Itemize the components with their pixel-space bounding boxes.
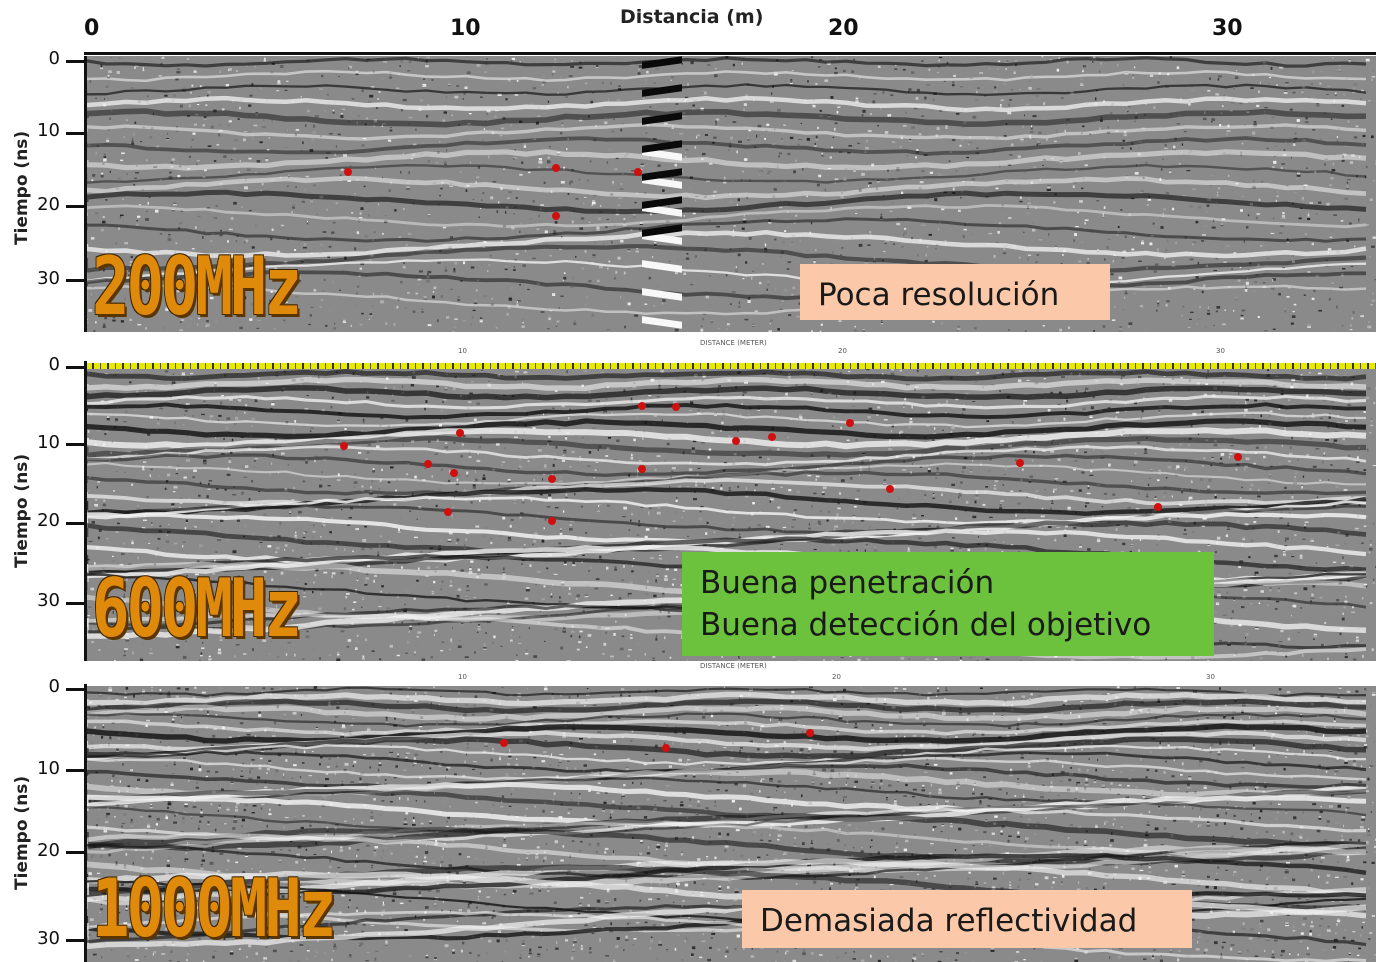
time-tick	[66, 366, 84, 369]
frequency-label-600mhz: 600MHz	[92, 562, 302, 655]
note-line: Demasiada reflectividad	[760, 903, 1138, 939]
target-marker	[662, 744, 670, 752]
target-marker	[450, 469, 458, 477]
target-marker	[768, 433, 776, 441]
sub-axis-title: DISTANCE (METER)	[700, 339, 767, 347]
sub-axis-title: DISTANCE (METER)	[700, 662, 767, 670]
time-tick	[66, 602, 84, 605]
note-poor-resolution: Poca resolución	[800, 264, 1110, 320]
sub-axis-tick: 20	[832, 673, 841, 681]
time-tick-label: 0	[48, 676, 60, 697]
target-marker	[548, 517, 556, 525]
time-axis-title: Tiempo (ns)	[12, 453, 32, 568]
target-marker	[500, 739, 508, 747]
time-axis-title: Tiempo (ns)	[12, 130, 32, 245]
target-marker	[552, 164, 560, 172]
time-tick	[66, 60, 84, 63]
distance-tick-0: 0	[84, 16, 100, 41]
time-axis-title: Tiempo (ns)	[12, 775, 32, 890]
target-marker	[886, 485, 894, 493]
distance-axis-title: Distancia (m)	[620, 6, 764, 28]
sub-axis-tick: 30	[1206, 673, 1215, 681]
marker-strip	[86, 363, 1376, 369]
radargram-texture	[86, 56, 1376, 332]
distance-tick-20: 20	[828, 16, 859, 41]
time-axis-line-200mhz	[84, 56, 87, 332]
target-marker	[638, 465, 646, 473]
time-tick-label: 30	[37, 590, 60, 611]
time-tick-label: 30	[37, 268, 60, 289]
target-marker	[444, 508, 452, 516]
distance-tick-30: 30	[1212, 16, 1243, 41]
time-tick-label: 10	[37, 758, 60, 779]
note-too-much-reflectivity: Demasiada reflectividad	[742, 890, 1192, 948]
target-marker	[344, 168, 352, 176]
target-marker	[552, 212, 560, 220]
time-tick	[66, 443, 84, 446]
frequency-label-1000mhz: 1000MHz	[92, 862, 336, 955]
time-tick	[66, 688, 84, 691]
target-marker	[1016, 459, 1024, 467]
time-axis-line-600mhz	[84, 361, 87, 661]
distance-tick-10: 10	[450, 16, 481, 41]
target-marker	[732, 437, 740, 445]
frequency-label-200mhz: 200MHz	[92, 240, 302, 333]
time-axis-line-1000mhz	[84, 684, 87, 962]
target-marker	[456, 429, 464, 437]
note-line: Poca resolución	[818, 277, 1060, 313]
time-tick-label: 10	[37, 120, 60, 141]
time-tick	[66, 851, 84, 854]
note-line: Buena penetración	[700, 565, 995, 601]
target-marker	[672, 403, 680, 411]
sub-axis-tick: 30	[1216, 347, 1225, 355]
target-marker	[806, 729, 814, 737]
time-tick	[66, 769, 84, 772]
time-tick	[66, 205, 84, 208]
time-tick-label: 20	[37, 840, 60, 861]
time-tick-label: 20	[37, 194, 60, 215]
note-good-penetration: Buena penetración Buena detección del ob…	[682, 552, 1214, 656]
target-marker	[1154, 503, 1162, 511]
radargram-200mhz	[86, 56, 1376, 332]
radargram-texture	[86, 686, 1376, 962]
target-marker	[638, 402, 646, 410]
time-tick	[66, 132, 84, 135]
target-marker	[1234, 453, 1242, 461]
target-marker	[846, 419, 854, 427]
time-tick	[66, 279, 84, 282]
time-tick-label: 10	[37, 432, 60, 453]
note-line: Buena detección del objetivo	[700, 607, 1152, 643]
time-tick-label: 20	[37, 510, 60, 531]
target-marker	[424, 460, 432, 468]
time-tick	[66, 522, 84, 525]
sub-axis-tick: 20	[838, 347, 847, 355]
time-tick-label: 0	[48, 48, 60, 69]
sub-axis-tick: 10	[458, 673, 467, 681]
target-marker	[548, 475, 556, 483]
time-tick-label: 30	[37, 928, 60, 949]
distance-axis-line	[84, 52, 1376, 55]
target-marker	[634, 168, 642, 176]
time-tick	[66, 939, 84, 942]
sub-axis-tick: 10	[458, 347, 467, 355]
target-marker	[340, 442, 348, 450]
time-tick-label: 0	[48, 354, 60, 375]
